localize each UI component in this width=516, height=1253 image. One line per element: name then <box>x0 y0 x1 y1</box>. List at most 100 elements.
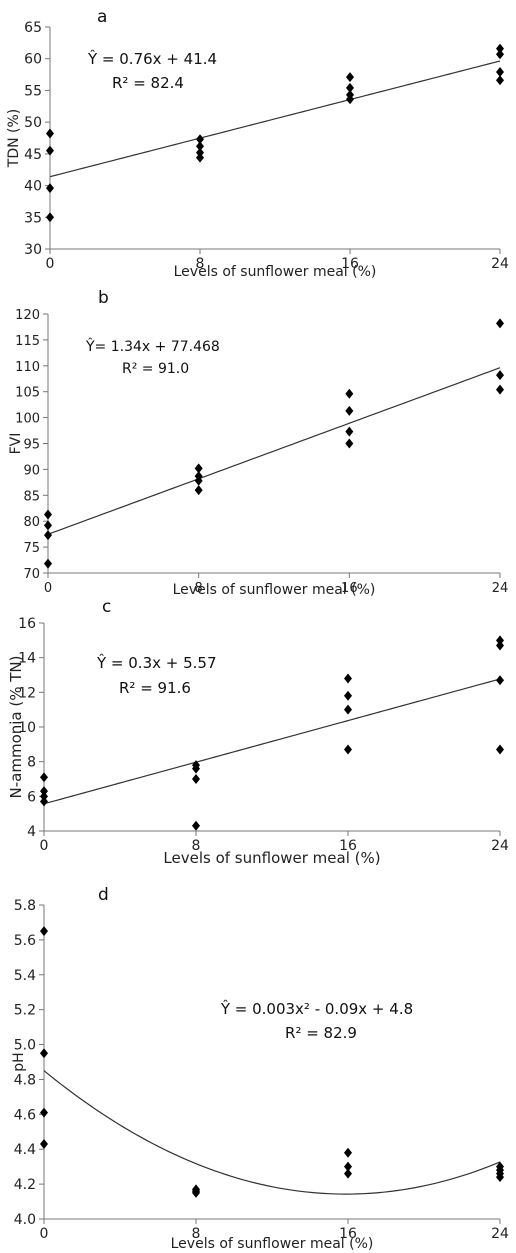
y-tick-label: 45 <box>24 147 42 163</box>
data-point <box>345 426 354 437</box>
x-tick-label: 0 <box>44 581 52 596</box>
data-point <box>346 89 354 100</box>
data-point <box>44 530 52 541</box>
panel-letter: d <box>98 885 109 905</box>
x-tick-label: 8 <box>192 838 201 854</box>
x-tick-label: 16 <box>339 838 357 854</box>
data-point <box>344 1168 352 1179</box>
panel-letter: c <box>102 597 111 617</box>
y-tick-label: 4.4 <box>14 1142 36 1158</box>
y-tick-label: 35 <box>24 210 42 226</box>
y-tick-label: 105 <box>15 386 40 401</box>
data-point <box>496 675 504 686</box>
chart-panel-d: 4.0 4.2 4.4 4.6 4.8 5.0 5.2 5.4 5.6 5.8 0 8 16 24 Leve… <box>11 885 509 1252</box>
x-tick-label: 8 <box>195 581 203 596</box>
regression-equation: Ŷ = 0.76x + 41.4 <box>87 49 217 68</box>
data-point <box>192 820 200 831</box>
x-tick-label: 16 <box>339 1226 357 1242</box>
y-tick-label: 5.4 <box>14 968 36 984</box>
y-tick-label: 4.0 <box>14 1212 36 1228</box>
y-tick-label: 90 <box>23 463 40 478</box>
regression-equation: Ŷ= 1.34x + 77.468 <box>85 337 220 355</box>
data-point <box>346 82 354 93</box>
data-point <box>40 791 48 802</box>
data-point <box>44 558 52 569</box>
data-point <box>344 704 352 715</box>
data-point <box>196 141 204 152</box>
y-tick-label: 5.2 <box>14 1003 36 1019</box>
y-tick-label: 70 <box>23 567 40 582</box>
x-tick-label: 0 <box>46 256 55 272</box>
y-tick-label: 55 <box>24 83 42 99</box>
data-point <box>344 744 352 755</box>
chart-panel-b: 70 75 80 85 90 95 100 105 110 115 120 0 8 16 24 Levels … <box>8 288 508 598</box>
y-tick-label: 100 <box>15 412 40 427</box>
r-squared-label: R² = 91.0 <box>122 361 189 377</box>
data-point <box>196 152 204 163</box>
trend-line <box>43 1070 501 1195</box>
x-axis-label: Levels of sunflower meal (%) <box>174 264 377 280</box>
y-axis-label: N-ammonia (% TN) <box>7 656 25 799</box>
data-point <box>496 635 504 646</box>
y-tick-label: 14 <box>18 651 36 667</box>
data-point <box>344 1147 352 1158</box>
data-point <box>40 926 48 937</box>
data-point <box>40 796 48 807</box>
x-tick-label: 0 <box>40 838 49 854</box>
y-tick-label: 60 <box>24 52 42 68</box>
r-squared-label: R² = 91.6 <box>119 679 191 697</box>
regression-equation: Ŷ = 0.003x² - 0.09x + 4.8 <box>220 999 413 1018</box>
data-point <box>44 509 52 520</box>
data-point <box>192 1184 200 1195</box>
x-tick-label: 8 <box>196 256 205 272</box>
x-tick-label: 16 <box>341 581 358 596</box>
x-tick-label: 24 <box>491 256 509 272</box>
data-point <box>46 212 54 223</box>
y-tick-label: 16 <box>18 616 36 632</box>
data-point <box>496 640 504 651</box>
data-point <box>496 370 504 381</box>
data-point <box>496 1161 504 1172</box>
x-tick-label: 16 <box>341 256 359 272</box>
x-axis-label: Levels of sunflower meal (%) <box>163 849 380 867</box>
regression-equation: Ŷ = 0.3x + 5.57 <box>96 653 217 672</box>
x-tick-label: 0 <box>40 1226 49 1242</box>
data-point <box>40 1048 48 1059</box>
y-tick-label: 75 <box>23 541 40 556</box>
x-axis-label: Levels of sunflower meal (%) <box>173 582 376 598</box>
data-point <box>346 72 354 83</box>
x-tick-label: 24 <box>492 581 509 596</box>
x-tick-label: 24 <box>491 1226 509 1242</box>
data-point <box>192 760 200 771</box>
x-tick-label: 8 <box>192 1226 201 1242</box>
y-tick-label: 115 <box>15 334 40 349</box>
data-point <box>46 183 54 194</box>
data-point <box>40 1138 48 1149</box>
y-tick-label: 8 <box>27 755 36 771</box>
y-tick-label: 4.8 <box>14 1072 36 1088</box>
data-point <box>345 388 354 399</box>
data-point <box>344 690 352 701</box>
data-point <box>40 1107 48 1118</box>
y-tick-label: 4 <box>27 824 36 840</box>
y-tick-label: 6 <box>27 789 36 805</box>
y-tick-label: 65 <box>24 20 42 36</box>
trend-line <box>43 678 501 805</box>
y-tick-label: 10 <box>18 720 36 736</box>
data-point <box>196 147 204 158</box>
data-point <box>344 1161 352 1172</box>
trend-line <box>49 60 501 178</box>
trend-line <box>47 367 501 535</box>
panel-letter: b <box>98 288 109 308</box>
y-axis-label: FVI <box>8 433 24 455</box>
y-tick-label: 85 <box>23 489 40 504</box>
data-point <box>194 471 203 482</box>
data-point <box>40 772 48 783</box>
data-point <box>46 145 54 156</box>
y-tick-label: 95 <box>23 438 40 453</box>
x-tick-label: 24 <box>491 838 509 854</box>
y-tick-label: 4.2 <box>14 1177 36 1193</box>
chart-panel-c: 4 6 8 10 12 14 16 0 8 16 24 Levels of sunflower mea… <box>7 597 509 867</box>
y-tick-label: 5.8 <box>14 898 36 914</box>
